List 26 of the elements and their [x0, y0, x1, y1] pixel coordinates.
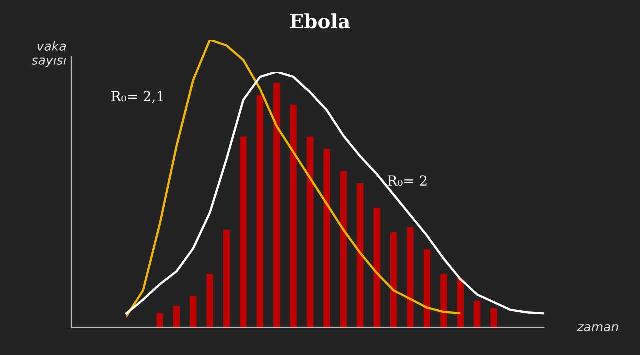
bar: [206, 274, 214, 328]
bar: [173, 306, 180, 328]
bar: [324, 149, 330, 328]
bar: [390, 232, 398, 328]
bar: [223, 230, 230, 328]
bar: [306, 136, 314, 328]
bar: [424, 250, 431, 328]
bar: [457, 279, 464, 328]
bar: [256, 95, 264, 328]
bar: [340, 171, 348, 328]
bar: [474, 301, 481, 328]
x-axis-title: zaman: [577, 324, 618, 332]
y-axis-title: vaka sayısı: [32, 41, 66, 68]
bar: [240, 136, 247, 328]
bar: [156, 313, 164, 328]
series-label: R₀= 2: [388, 176, 427, 186]
chart-title: Ebola: [290, 14, 350, 29]
bar: [190, 296, 197, 328]
bar: [490, 308, 498, 328]
bar: [407, 228, 414, 328]
bar: [290, 105, 297, 328]
bar: [357, 183, 364, 328]
bar: [374, 208, 380, 328]
bar: [274, 83, 280, 328]
series-label: R₀= 2,1: [112, 91, 164, 104]
bar: [440, 274, 448, 328]
